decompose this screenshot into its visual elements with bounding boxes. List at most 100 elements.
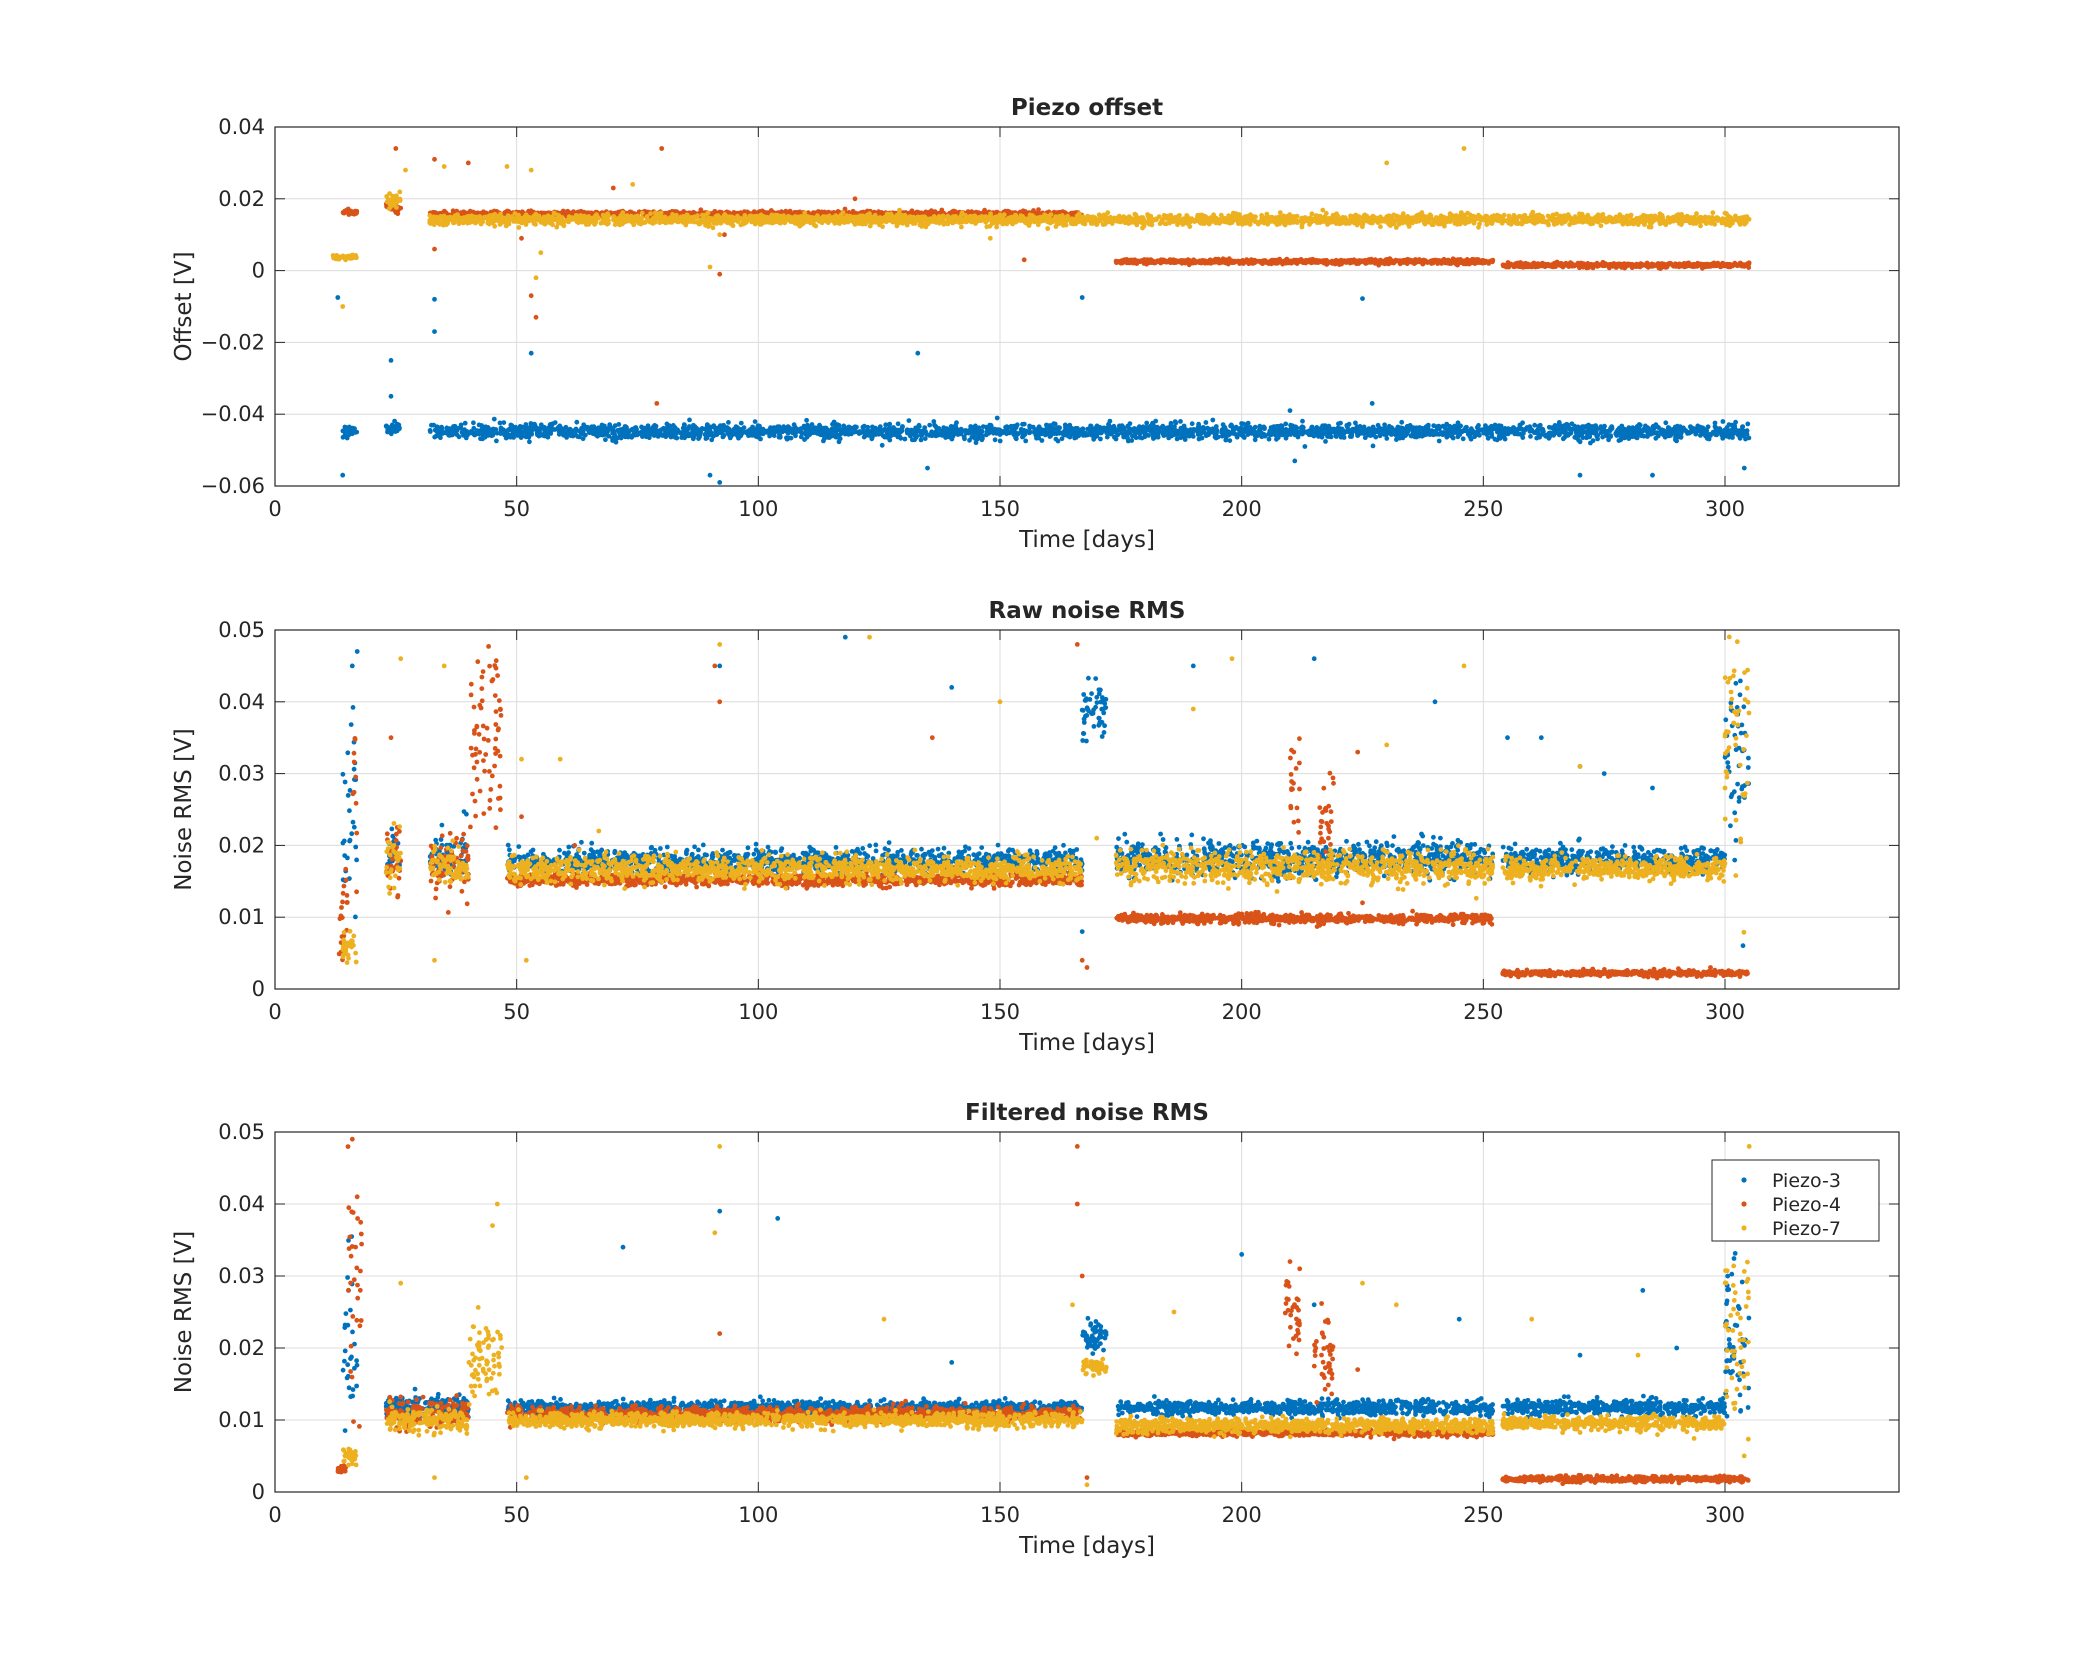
- data-point: [1634, 435, 1640, 441]
- data-point: [738, 420, 744, 426]
- data-point: [1518, 432, 1524, 437]
- data-point: [1361, 431, 1367, 436]
- data-point: [1111, 423, 1117, 429]
- data-point: [804, 417, 809, 423]
- data-point: [1023, 438, 1029, 444]
- data-point: [1723, 427, 1728, 433]
- data-point: [775, 424, 780, 430]
- data-point: [756, 432, 762, 437]
- data-point: [1223, 437, 1229, 443]
- data-point: [1048, 433, 1054, 439]
- data-point: [1047, 426, 1053, 432]
- data-point: [1585, 430, 1591, 435]
- data-point: [548, 431, 554, 436]
- data-point: [1227, 438, 1233, 443]
- data-point: [886, 422, 892, 428]
- data-point: [1361, 424, 1367, 430]
- data-point: [1389, 425, 1394, 431]
- data-point: [1490, 258, 1495, 264]
- data-point: [885, 435, 891, 440]
- data-point: [908, 432, 913, 438]
- data-point: [986, 429, 991, 434]
- data-point: [939, 433, 945, 438]
- data-point: [772, 429, 778, 435]
- data-point: [1175, 430, 1181, 436]
- data-point: [1608, 433, 1613, 438]
- data-point: [468, 429, 474, 434]
- data-point: [1057, 430, 1063, 436]
- data-point: [611, 430, 617, 436]
- data-point: [949, 426, 954, 432]
- data-point: [519, 424, 524, 430]
- data-point: [1011, 432, 1017, 437]
- data-point-outlier: [528, 350, 534, 356]
- data-point: [1518, 426, 1524, 432]
- data-point: [1393, 257, 1399, 263]
- data-point: [1546, 424, 1552, 430]
- data-point-outlier: [1079, 295, 1085, 300]
- data-point: [641, 425, 647, 431]
- data-point: [1253, 431, 1259, 437]
- data-point: [438, 435, 443, 441]
- data-point: [830, 421, 835, 427]
- data-point: [578, 431, 584, 437]
- data-point: [953, 424, 959, 430]
- data-point: [1733, 419, 1738, 425]
- data-point: [1425, 428, 1431, 434]
- data-point: [713, 429, 719, 434]
- data-point: [784, 436, 790, 442]
- data-point-outlier: [1292, 458, 1298, 464]
- data-point: [440, 431, 445, 436]
- data-point: [1189, 421, 1195, 427]
- data-point: [1014, 422, 1020, 428]
- data-point: [388, 428, 394, 433]
- data-point: [857, 430, 863, 436]
- data-point: [1472, 434, 1477, 440]
- data-point: [954, 420, 959, 426]
- data-point: [1190, 259, 1196, 264]
- data-point: [1534, 430, 1540, 435]
- data-point: [1237, 426, 1243, 432]
- data-point: [919, 429, 924, 434]
- data-point: [1532, 422, 1538, 428]
- data-point: [1537, 422, 1543, 428]
- data-point: [1336, 421, 1341, 427]
- data-point: [922, 436, 928, 441]
- data-point: [528, 421, 534, 426]
- data-point: [1222, 425, 1228, 430]
- data-point: [1021, 421, 1027, 427]
- data-point: [1106, 431, 1112, 436]
- data-point: [344, 209, 350, 215]
- data-point: [1572, 434, 1578, 440]
- data-point: [1219, 429, 1224, 435]
- data-point: [1436, 426, 1442, 432]
- data-point: [1208, 260, 1214, 266]
- data-point: [937, 427, 942, 433]
- data-point: [652, 425, 657, 430]
- data-point: [994, 415, 1000, 421]
- data-point: [1705, 424, 1711, 430]
- data-point: [507, 427, 513, 433]
- data-point: [1172, 419, 1178, 424]
- data-point: [574, 419, 580, 425]
- data-point: [1008, 423, 1014, 429]
- data-point: [1277, 431, 1283, 437]
- data-point: [1258, 260, 1264, 265]
- data-point: [581, 422, 587, 428]
- data-point: [1663, 420, 1669, 426]
- data-point: [1590, 438, 1596, 444]
- data-point: [1464, 424, 1469, 430]
- data-point: [1573, 428, 1579, 433]
- data-point: [828, 429, 834, 435]
- data-point-outlier: [432, 329, 437, 334]
- data-point: [924, 432, 930, 437]
- data-point: [1474, 425, 1480, 430]
- data-point: [1142, 434, 1148, 440]
- data-point: [861, 423, 867, 429]
- data-point: [398, 205, 404, 211]
- data-point: [1678, 430, 1684, 436]
- data-point: [818, 424, 823, 430]
- data-point: [869, 436, 875, 442]
- data-point: [648, 431, 654, 437]
- data-point: [1098, 436, 1103, 442]
